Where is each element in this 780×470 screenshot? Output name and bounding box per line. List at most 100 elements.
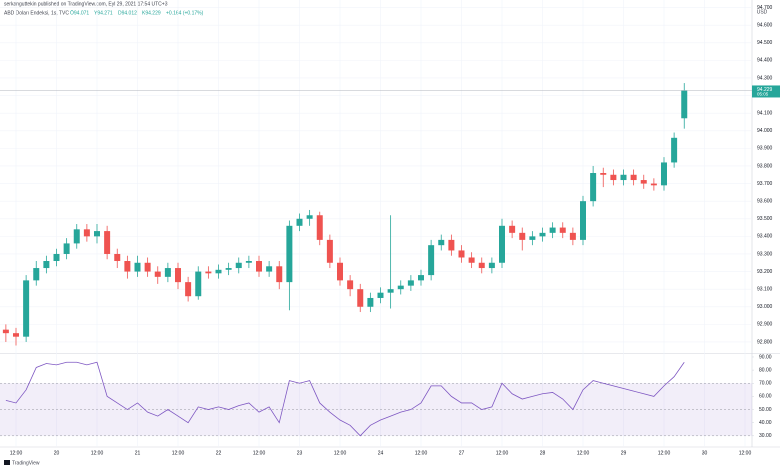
candle-body [650,183,657,186]
x-tick-label: 12:00 [739,450,752,456]
x-tick-label: 12:00 [91,450,104,456]
candle-body [225,268,232,270]
candle-body [296,218,303,226]
y-tick-label: 60.00 [759,394,772,400]
candle-body [448,239,455,251]
candle-body [468,257,475,263]
x-tick-label: 30 [702,450,708,456]
y-tick-label: 93.000 [757,304,773,310]
candle-body [53,253,60,262]
candle-body [205,271,212,274]
x-tick-label: 12:00 [334,450,347,456]
y-tick-label: 93.100 [757,286,773,292]
x-tick-label: 12:00 [253,450,266,456]
candle-body [519,232,526,240]
publisher: serkanguttekin published on TradingView.… [4,1,168,7]
candle-body [13,333,19,337]
candle-body [154,271,161,277]
countdown: 05:05 [757,92,769,97]
candle-body [397,285,404,290]
candle-body [539,232,546,237]
candle-body [286,225,293,283]
x-tick-label: 28 [540,450,546,456]
y-tick-label: 94.000 [757,128,773,134]
candle-body [83,229,90,237]
candle-body [235,262,242,269]
x-tick-label: 27 [459,450,465,456]
candle-body [164,268,171,277]
candle-body [610,174,617,181]
x-tick-label: 24 [378,450,384,456]
candle-body [620,174,627,181]
candle-body [580,201,586,240]
x-tick-label: 12:00 [415,450,428,456]
y-tick-label: 94.700 [757,5,773,11]
candle-body [276,266,283,283]
candle-body [316,215,323,240]
candle-body [185,282,192,297]
candle-body [377,292,384,298]
y-tick-label: 94.100 [757,110,773,116]
candle-body [428,245,435,276]
candle-body [559,227,566,233]
candle-body [458,250,465,258]
y-tick-label: 92.900 [757,322,773,328]
candle-body [195,271,202,297]
candle-body [33,268,40,281]
candle-body [407,280,414,286]
candle-body [215,269,222,274]
x-tick-label: 29 [621,450,627,456]
x-tick-label: 12:00 [172,450,185,456]
y-tick-label: 50.00 [759,407,772,413]
rsi-line [5,361,685,437]
y-tick-label: 40.00 [759,420,772,426]
candle-body [661,162,667,186]
candle-body [549,227,556,233]
y-tick-label: 90.00 [759,354,772,360]
candle-body [175,268,181,283]
y-tick-label: 94.500 [757,40,773,46]
y-tick-label: 93.300 [757,251,773,257]
ohlc-value: D94.012 [118,10,137,16]
candle-body [509,225,516,233]
ohlc-readout: Ö94.071 Y94.271 D94.012 K94.229 +0.164 (+0.1… [70,9,204,16]
candle-body [43,261,50,269]
y-tick-label: 93.600 [757,198,773,204]
candle-body [488,262,495,269]
candle-body [347,280,354,290]
instrument: ABD Doları Endeksi, 1s, TVC [4,10,69,16]
candle-body [104,231,111,254]
ohlc-value: +0.164 (+0.17%) [166,10,204,16]
y-tick-label: 70.00 [759,381,772,387]
candle-body [124,261,131,272]
candle-body [529,236,536,240]
ohlc-value: K94.229 [142,10,161,16]
candle-body [326,239,333,263]
ohlc-value: Ö94.071 [70,9,89,16]
candle-body [306,215,313,219]
x-tick-label: 12:00 [577,450,590,456]
y-tick-label: 93.800 [757,163,773,169]
candle-body [681,90,688,119]
candle-body [94,231,100,237]
candle-body [671,137,678,163]
footer-brand: TradingView [12,460,40,466]
candle-body [2,329,9,334]
ohlc-value: Y94.271 [94,10,113,16]
logo [4,460,10,465]
candle-body [23,280,30,337]
y-tick-label: 93.900 [757,146,773,152]
y-tick-label: 93.700 [757,181,773,187]
candle-body [418,275,424,281]
x-tick-label: 22 [216,450,222,456]
candle-body [499,225,505,263]
y-tick-label: 94.600 [757,22,773,28]
candle-body [569,232,576,240]
x-tick-label: 20 [54,450,60,456]
y-tick-label: 93.400 [757,234,773,240]
x-tick-label: 12:00 [658,450,671,456]
x-tick-label: 12:00 [10,450,23,456]
x-tick-label: 12:00 [496,450,509,456]
